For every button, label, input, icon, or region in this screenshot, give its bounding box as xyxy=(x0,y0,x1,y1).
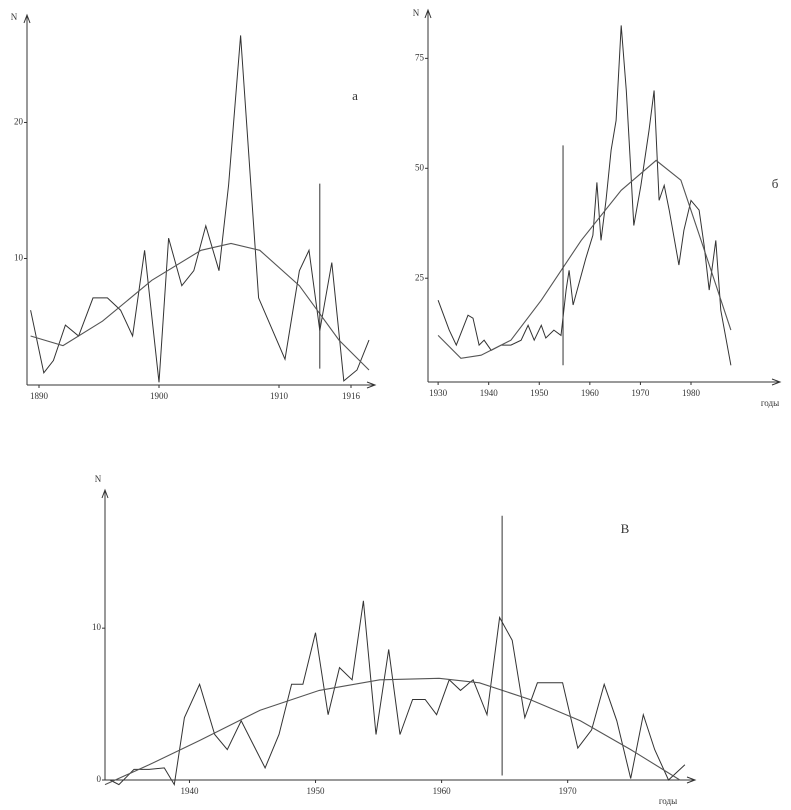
panel-label: a xyxy=(352,88,358,103)
x-tick-label: 1960 xyxy=(581,388,600,398)
y-arrow xyxy=(424,8,432,19)
y-tick-label: 75 xyxy=(415,52,425,62)
x-tick-label: 1910 xyxy=(270,391,289,401)
data-line xyxy=(30,242,370,371)
x-arrow xyxy=(366,381,377,389)
x-tick-label: 1940 xyxy=(480,388,499,398)
data-line xyxy=(104,677,681,786)
x-axis-label: годы xyxy=(761,398,779,408)
y-arrow xyxy=(23,13,31,24)
x-tick-label: 1970 xyxy=(559,786,578,796)
x-tick-label: 1940 xyxy=(180,786,199,796)
y-axis-label: N xyxy=(95,474,102,484)
x-tick-label: 1930 xyxy=(429,388,448,398)
x-tick-label: 1960 xyxy=(433,786,452,796)
y-tick-label: 0 xyxy=(97,774,102,784)
x-tick-label: 1916 xyxy=(342,391,361,401)
y-axis-label: N xyxy=(11,12,18,22)
y-axis-label: N xyxy=(413,8,420,18)
y-arrow xyxy=(101,488,109,499)
x-tick-label: 1980 xyxy=(682,388,701,398)
data-line xyxy=(437,159,732,359)
x-tick-label: 1950 xyxy=(530,388,549,398)
x-axis-label: годы xyxy=(659,796,677,806)
y-tick-label: 20 xyxy=(14,117,24,127)
y-tick-label: 50 xyxy=(415,162,425,172)
panel-label: В xyxy=(621,521,630,536)
y-tick-label: 10 xyxy=(92,622,102,632)
y-tick-label: 10 xyxy=(14,253,24,263)
data-line xyxy=(30,35,370,383)
y-tick-label: 25 xyxy=(415,272,425,282)
x-tick-label: 1970 xyxy=(631,388,650,398)
x-tick-label: 1950 xyxy=(307,786,326,796)
x-arrow xyxy=(686,776,697,784)
panel-label: б xyxy=(772,176,779,191)
data-line xyxy=(109,600,686,787)
x-tick-label: 1890 xyxy=(30,391,49,401)
x-arrow xyxy=(771,378,782,386)
x-tick-label: 1900 xyxy=(150,391,169,401)
